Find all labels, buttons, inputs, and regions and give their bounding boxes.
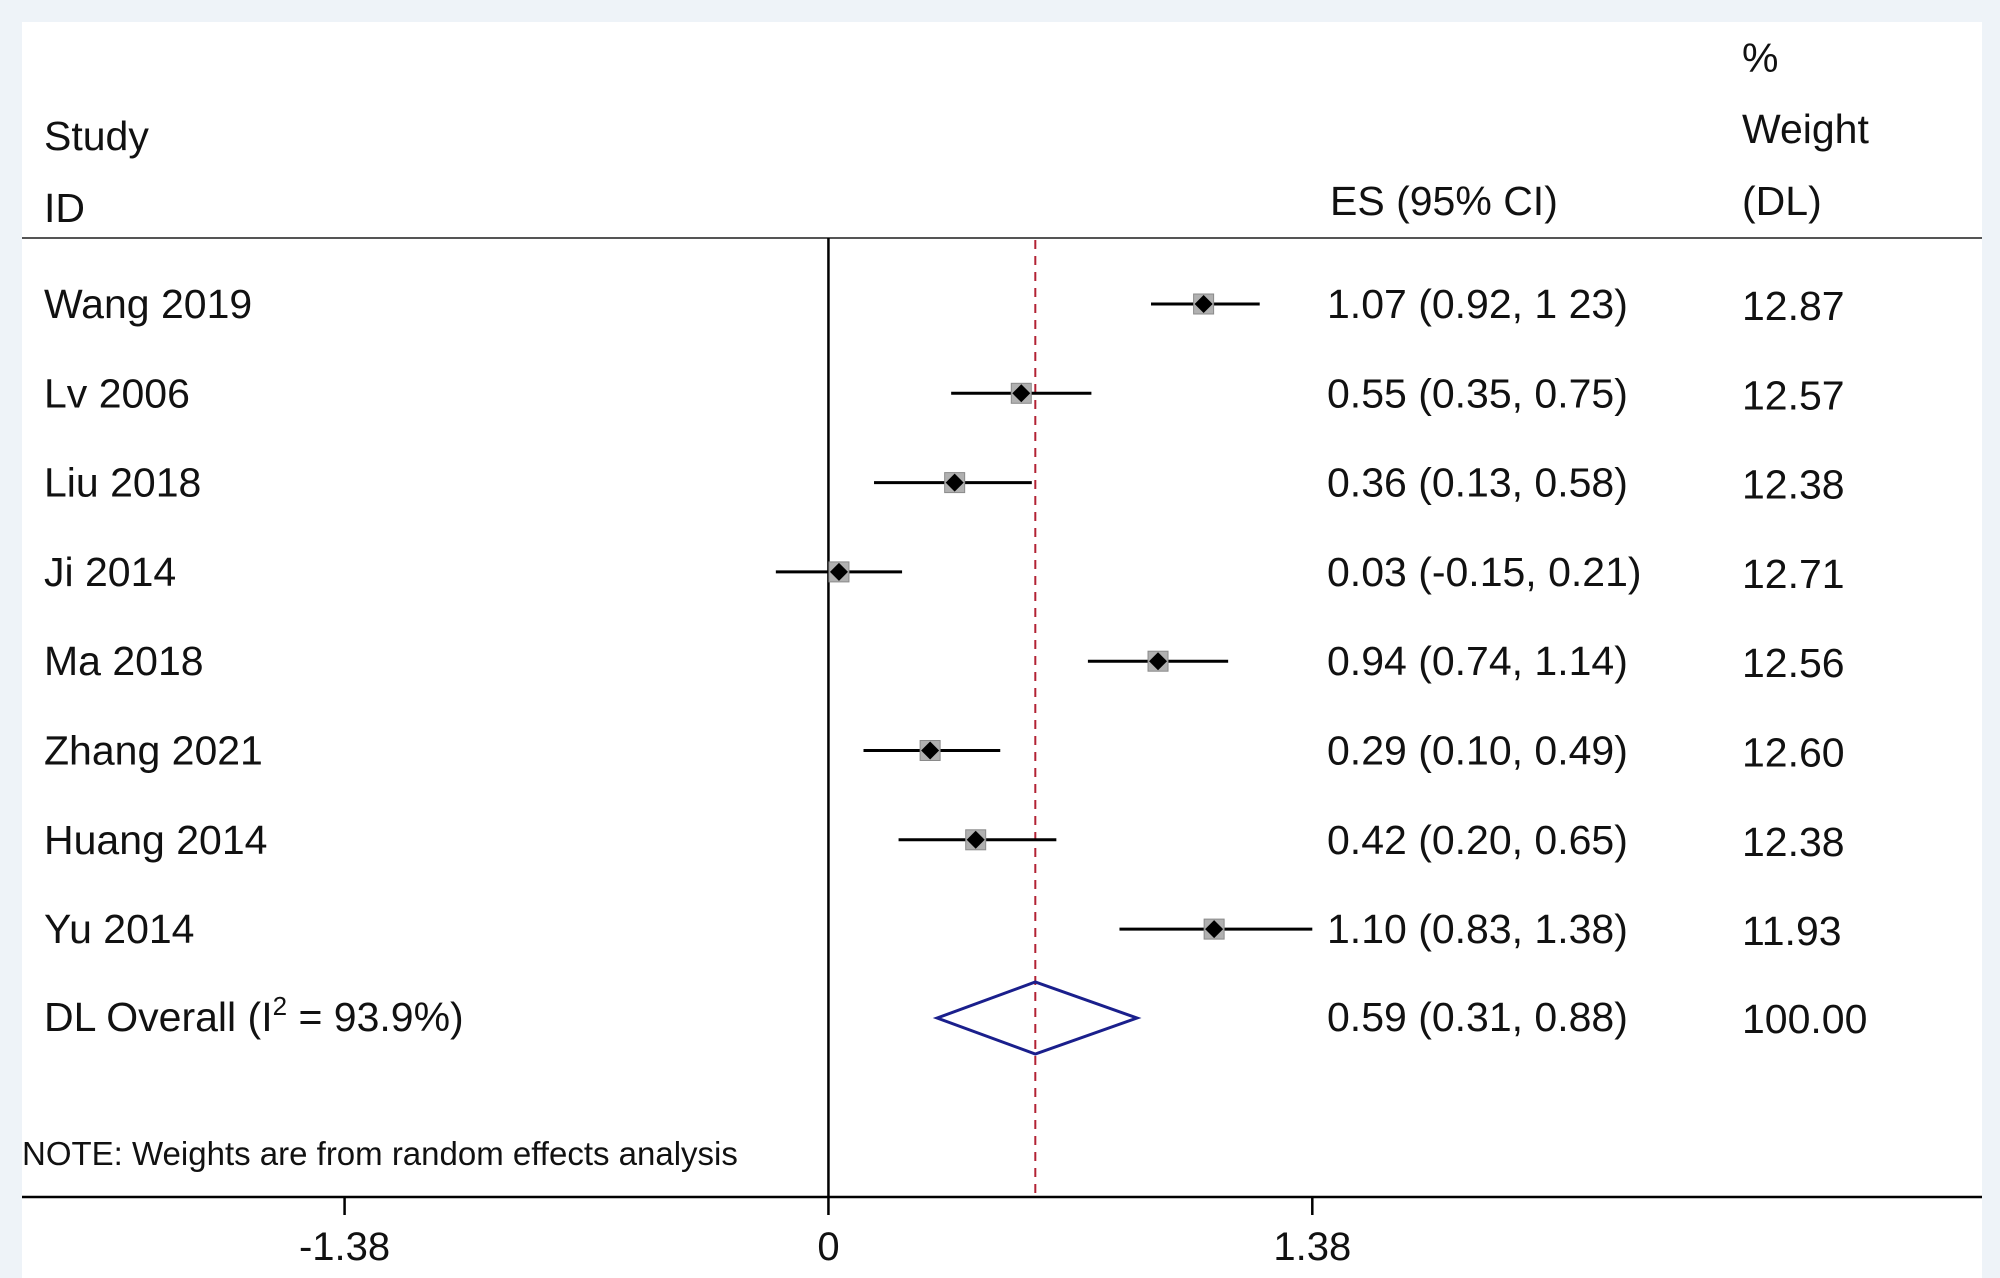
header: Study ID ES (95% CI) % Weight (DL) xyxy=(44,35,1869,231)
study-name: Liu 2018 xyxy=(44,460,201,506)
point-estimate-marker xyxy=(1149,652,1168,671)
point-estimate-marker xyxy=(1012,384,1031,403)
study-ci-text: 0.03 (-0.15, 0.21) xyxy=(1327,549,1642,595)
x-tick-label: 0 xyxy=(817,1225,839,1269)
study-name: Lv 2006 xyxy=(44,370,190,416)
study-weight: 12.60 xyxy=(1742,730,1845,776)
overall-weight: 100.00 xyxy=(1742,996,1867,1042)
study-row: Zhang 2021 0.29 (0.10, 0.49) 12.60 xyxy=(44,728,1845,776)
overall-ci-text: 0.59 (0.31, 0.88) xyxy=(1327,994,1628,1040)
study-ci-text: 0.55 (0.35, 0.75) xyxy=(1327,370,1628,416)
study-name: Yu 2014 xyxy=(44,906,195,952)
study-name: Zhang 2021 xyxy=(44,728,263,774)
study-ci-text: 0.94 (0.74, 1.14) xyxy=(1327,638,1628,684)
point-estimate-marker xyxy=(829,562,848,581)
study-ci-text: 0.36 (0.13, 0.58) xyxy=(1327,460,1628,506)
footnote: NOTE: Weights are from random effects an… xyxy=(22,1135,738,1172)
header-weight-method: (DL) xyxy=(1742,178,1822,224)
point-estimate-marker xyxy=(966,830,985,849)
overall-label-sup: 2 xyxy=(273,991,287,1021)
plot-panel xyxy=(22,22,1982,1278)
study-row: Yu 2014 1.10 (0.83, 1.38) 11.93 xyxy=(44,906,1842,954)
study-name: Ji 2014 xyxy=(44,549,176,595)
point-estimate-marker xyxy=(1194,295,1213,313)
point-estimate-marker xyxy=(1205,920,1224,939)
overall-label-prefix: DL Overall (I xyxy=(44,994,273,1040)
study-weight: 11.93 xyxy=(1742,908,1842,954)
study-weight: 12.38 xyxy=(1742,462,1845,508)
study-name: Ma 2018 xyxy=(44,638,204,684)
study-row: Ji 2014 0.03 (-0.15, 0.21) 12.71 xyxy=(44,549,1845,597)
study-weight: 12.38 xyxy=(1742,819,1845,865)
study-row: Liu 2018 0.36 (0.13, 0.58) 12.38 xyxy=(44,460,1845,508)
header-es-label: ES (95% CI) xyxy=(1330,178,1558,224)
study-weight: 12.56 xyxy=(1742,640,1845,686)
study-row: Wang 2019 1.07 (0.92, 1 23) 12.87 xyxy=(44,281,1845,329)
x-axis-ticks: -1.38 0 1.38 xyxy=(299,1197,1351,1269)
study-ci-text: 1.10 (0.83, 1.38) xyxy=(1327,906,1628,952)
study-row: Lv 2006 0.55 (0.35, 0.75) 12.57 xyxy=(44,370,1845,418)
header-id-label: ID xyxy=(44,185,85,231)
overall-diamond xyxy=(932,980,1142,1056)
study-row: Ma 2018 0.94 (0.74, 1.14) 12.56 xyxy=(44,638,1845,686)
study-ci-text: 0.42 (0.20, 0.65) xyxy=(1327,817,1628,863)
x-tick-label: 1.38 xyxy=(1273,1225,1351,1269)
study-ci-text: 1.07 (0.92, 1 23) xyxy=(1327,281,1628,327)
study-weight: 12.57 xyxy=(1742,372,1845,418)
study-ci-text: 0.29 (0.10, 0.49) xyxy=(1327,728,1628,774)
x-tick-label: -1.38 xyxy=(299,1225,390,1269)
study-rows: Wang 2019 1.07 (0.92, 1 23) 12.87 Lv 2006 0.… xyxy=(44,281,1845,954)
study-name: Wang 2019 xyxy=(44,281,252,327)
point-estimate-marker xyxy=(921,741,940,760)
study-weight: 12.87 xyxy=(1742,283,1845,329)
overall-row: DL Overall (I2 = 93.9%) 0.59 (0.31, 0.88… xyxy=(44,980,1867,1056)
header-weight-label: Weight xyxy=(1742,106,1869,152)
overall-label: DL Overall (I2 = 93.9%) xyxy=(44,991,464,1040)
study-name: Huang 2014 xyxy=(44,817,267,863)
study-weight: 12.71 xyxy=(1742,551,1845,597)
study-row: Huang 2014 0.42 (0.20, 0.65) 12.38 xyxy=(44,817,1845,865)
header-study-label: Study xyxy=(44,113,149,159)
point-estimate-marker xyxy=(945,473,964,492)
header-weight-percent: % xyxy=(1742,35,1778,81)
overall-label-suffix: = 93.9%) xyxy=(287,994,464,1040)
